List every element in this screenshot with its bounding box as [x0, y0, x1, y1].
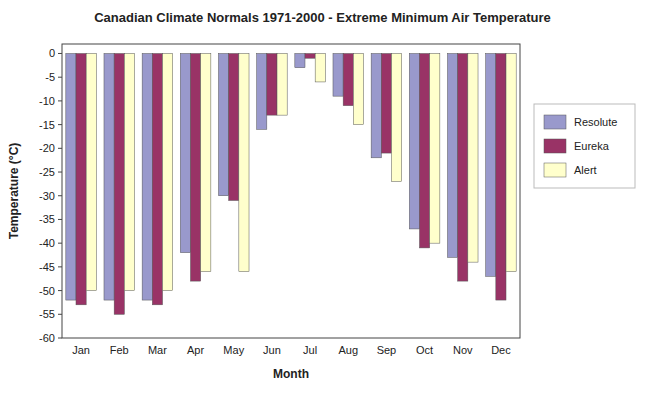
bars	[66, 53, 516, 314]
y-tick-label: -40	[39, 237, 55, 249]
y-tick-label: -10	[39, 95, 55, 107]
y-tick	[58, 243, 62, 244]
bar	[430, 53, 440, 243]
bar	[218, 53, 228, 195]
bar-series	[86, 53, 516, 290]
chart-svg: Canadian Climate Normals 1971-2000 - Ext…	[0, 0, 645, 398]
x-tick-label: Jun	[263, 344, 281, 356]
bar	[124, 53, 134, 290]
y-tick	[58, 100, 62, 101]
legend-swatch	[544, 139, 566, 153]
x-tick-label: Dec	[491, 344, 511, 356]
bar	[152, 53, 162, 304]
y-tick	[58, 172, 62, 173]
bar	[295, 53, 305, 67]
legend: Resolute Eureka Alert	[534, 104, 635, 188]
y-tick	[58, 53, 62, 54]
x-tick-label: Feb	[110, 344, 129, 356]
y-tick-label: -60	[39, 332, 55, 344]
bar	[229, 53, 239, 200]
legend-swatch	[544, 115, 566, 129]
x-tick-label: Aug	[338, 344, 358, 356]
x-axis-label: Month	[273, 367, 309, 381]
bar	[66, 53, 76, 300]
bar	[104, 53, 114, 300]
bar	[392, 53, 402, 181]
bar	[267, 53, 277, 115]
bar	[419, 53, 429, 247]
bar	[447, 53, 457, 257]
bar	[201, 53, 211, 271]
x-axis: Jan Feb Mar Apr May Jun Jul Aug Sep Oct Nov Dec	[72, 344, 511, 356]
bar	[86, 53, 96, 290]
y-axis: 0 -5 -10 -15 -20 -25 -30 -35 -40 -45 -50 -55 -60	[39, 47, 62, 344]
y-tick	[58, 77, 62, 78]
x-tick-label: Nov	[453, 344, 473, 356]
y-tick	[58, 338, 62, 339]
legend-box	[534, 104, 635, 188]
bar	[486, 53, 496, 276]
y-tick	[58, 290, 62, 291]
x-tick-label: Oct	[416, 344, 433, 356]
legend-swatch	[544, 163, 566, 177]
x-tick-label: Apr	[187, 344, 204, 356]
plot-frame	[62, 44, 520, 338]
y-tick-label: -15	[39, 119, 55, 131]
bar	[496, 53, 506, 300]
x-tick-label: Jan	[72, 344, 90, 356]
bar	[76, 53, 86, 304]
bar	[163, 53, 173, 290]
y-tick-label: -25	[39, 166, 55, 178]
y-tick-label: -50	[39, 285, 55, 297]
bar	[343, 53, 353, 105]
bar	[468, 53, 478, 262]
y-tick	[58, 124, 62, 125]
y-axis-label: Temperature (°C)	[7, 143, 21, 240]
bar	[381, 53, 391, 153]
bar	[190, 53, 200, 281]
y-tick	[58, 314, 62, 315]
y-tick	[58, 195, 62, 196]
bar-series	[76, 53, 506, 314]
bar	[506, 53, 516, 271]
bar	[315, 53, 325, 81]
bar	[142, 53, 152, 300]
y-tick	[58, 219, 62, 220]
y-tick-label: -30	[39, 190, 55, 202]
bar	[277, 53, 287, 115]
legend-label: Eureka	[574, 140, 610, 152]
bar	[114, 53, 124, 314]
chart-title: Canadian Climate Normals 1971-2000 - Ext…	[94, 10, 551, 25]
chart-container: Canadian Climate Normals 1971-2000 - Ext…	[0, 0, 645, 398]
y-tick-label: -45	[39, 261, 55, 273]
bar	[371, 53, 381, 157]
y-tick-label: -35	[39, 213, 55, 225]
legend-label: Resolute	[574, 116, 617, 128]
y-tick	[58, 148, 62, 149]
x-tick-label: Sep	[377, 344, 397, 356]
x-tick-label: Jul	[303, 344, 317, 356]
legend-label: Alert	[574, 164, 597, 176]
bar	[333, 53, 343, 96]
y-tick-label: -20	[39, 142, 55, 154]
bar	[180, 53, 190, 252]
bar	[239, 53, 249, 271]
y-tick-label: -5	[45, 71, 55, 83]
bar-series	[66, 53, 496, 300]
bar	[257, 53, 267, 129]
bar	[458, 53, 468, 281]
y-tick	[58, 266, 62, 267]
bar	[353, 53, 363, 124]
bar	[409, 53, 419, 228]
y-tick-label: 0	[49, 47, 55, 59]
bar	[305, 53, 315, 58]
x-tick-label: Mar	[148, 344, 167, 356]
y-tick-label: -55	[39, 308, 55, 320]
x-tick-label: May	[223, 344, 244, 356]
